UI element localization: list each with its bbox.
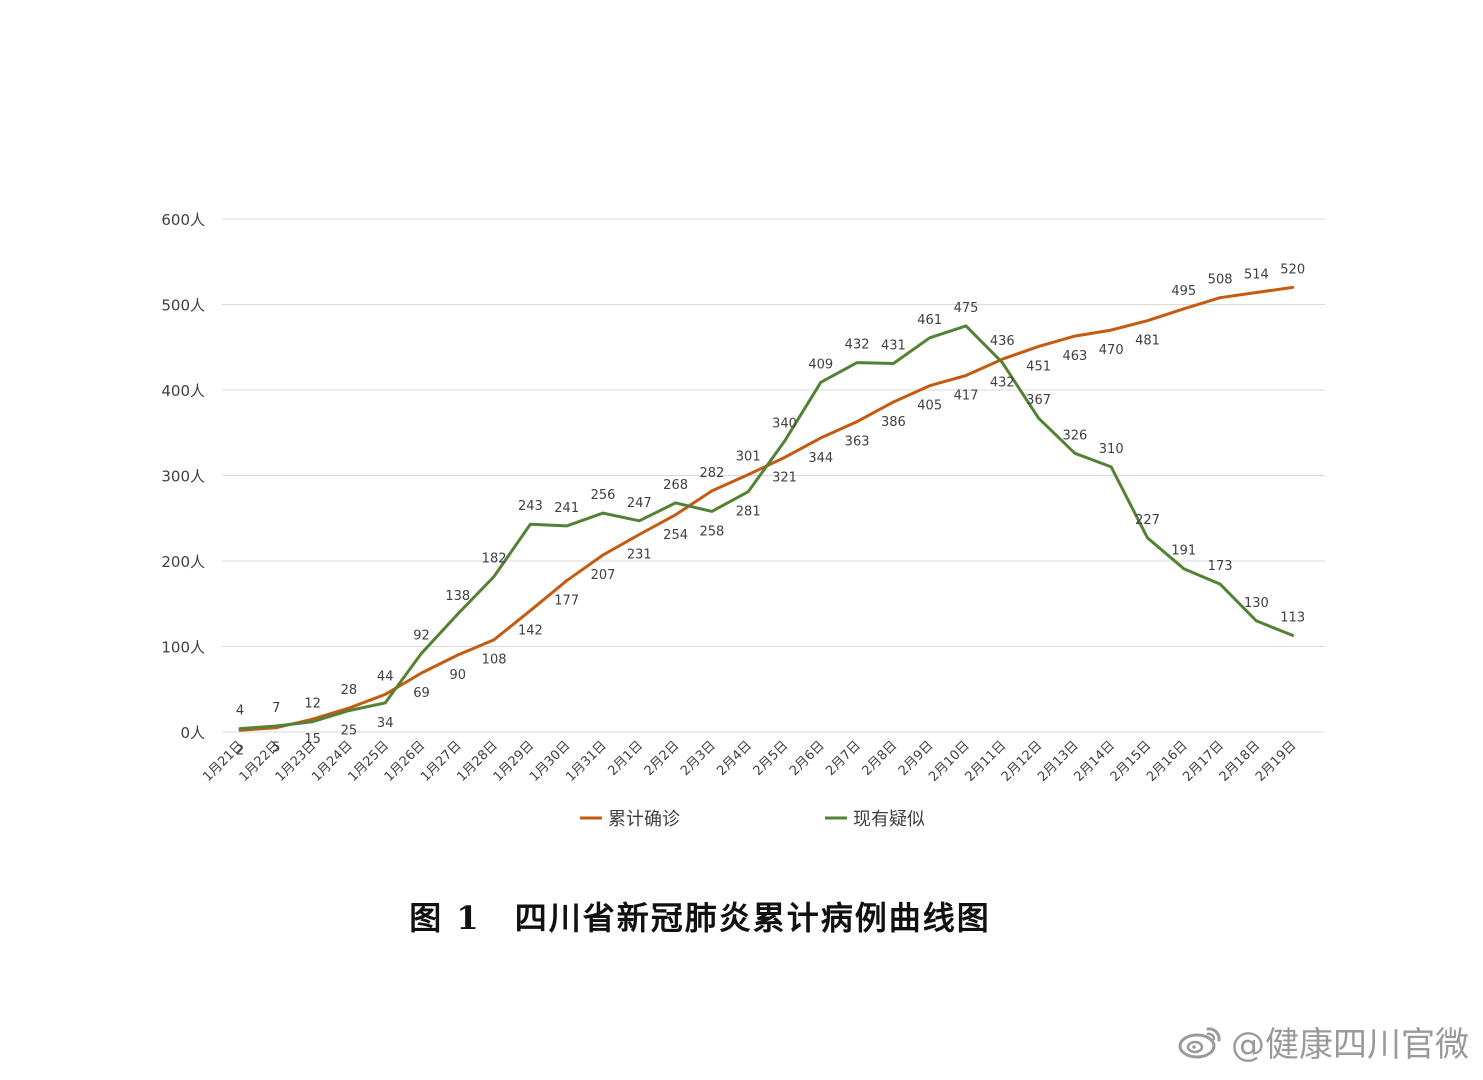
x-tick-label: 2月6日 [787,738,828,779]
data-label: 142 [518,624,543,639]
y-tick-label: 200人 [161,553,205,571]
data-label: 508 [1208,273,1233,288]
series-line-1 [238,324,1295,731]
data-label: 326 [1062,428,1087,443]
data-label: 256 [591,488,616,503]
data-label: 431 [881,338,906,353]
series-lines [238,285,1295,732]
data-label: 405 [917,399,942,414]
data-label: 310 [1099,442,1124,457]
data-label: 4 [236,704,244,719]
data-labels: 2 515284469901081421772072312542823013213… [236,262,1305,758]
data-label: 241 [554,501,579,516]
data-label: 92 [413,628,430,643]
y-tick-label: 100人 [161,639,205,657]
y-tick-label: 300人 [161,468,205,486]
watermark: @健康四川官微 [1177,1017,1469,1066]
data-label: 227 [1135,513,1160,528]
legend-label-0: 累计确诊 [608,809,680,830]
data-label: 254 [663,528,688,543]
data-label: 247 [627,496,652,511]
data-label: 514 [1244,268,1269,283]
data-label: 340 [772,416,797,431]
data-label: 177 [554,594,579,609]
data-label: 12 [304,697,321,712]
data-label: 258 [699,524,724,539]
data-label: 113 [1280,610,1305,625]
legend: 累计确诊 现有疑似 [580,809,925,830]
data-label: 281 [736,505,761,520]
data-label: 34 [377,716,394,731]
data-label: 409 [808,357,833,372]
x-tick-label: 2月3日 [678,738,719,779]
data-label: 108 [482,653,507,668]
x-tick-label: 2月8日 [860,738,901,779]
chart-caption: 图 1 四川省新冠肺炎累计病例曲线图 [409,899,991,937]
data-label: 44 [377,669,394,684]
data-label: 5 [272,741,280,756]
data-label: 69 [413,686,430,701]
data-label: 417 [954,388,979,403]
watermark-text: @健康四川官微 [1231,1025,1469,1065]
data-label: 15 [304,732,321,747]
data-label: 2 [236,743,244,758]
data-label: 386 [881,415,906,430]
data-label: 475 [954,301,979,316]
legend-label-1: 现有疑似 [853,809,925,830]
data-label: 243 [518,499,543,514]
y-tick-label: 600人 [161,211,205,229]
data-label: 321 [772,471,797,486]
y-axis-ticks: 0人 100人 200人 300人 400人 500人 600人 [161,211,205,742]
series-line-0 [238,285,1295,732]
data-label: 367 [1026,393,1051,408]
x-tick-label: 2月1日 [605,738,646,779]
data-label: 344 [808,451,833,466]
data-label: 470 [1099,343,1124,358]
grid-lines [222,218,1325,733]
data-label: 90 [450,668,467,683]
weibo-logo-icon [1178,1026,1221,1058]
y-tick-label: 0人 [180,724,205,742]
x-tick-label: 2月5日 [751,738,792,779]
data-label: 463 [1062,349,1087,364]
data-label: 138 [445,589,470,604]
data-label: 495 [1171,284,1196,299]
data-label: 7 [272,701,280,716]
data-label: 25 [341,724,358,739]
x-axis-ticks: 1月21日1月22日1月23日1月24日1月25日1月26日1月27日1月28日… [200,738,1299,785]
data-label: 231 [627,547,652,562]
data-label: 432 [845,338,870,353]
data-label: 520 [1280,262,1305,277]
data-label: 461 [917,313,942,328]
x-tick-label: 2月4日 [714,738,755,779]
data-label: 432 [990,376,1015,391]
data-label: 268 [663,478,688,493]
data-label: 191 [1171,544,1196,559]
data-label: 301 [736,450,761,465]
y-tick-label: 500人 [161,297,205,315]
data-label: 481 [1135,334,1160,349]
data-label: 451 [1026,359,1051,374]
data-label: 207 [591,568,616,583]
x-tick-label: 2月2日 [642,738,683,779]
data-label: 182 [482,551,507,566]
data-label: 173 [1208,559,1233,574]
y-tick-label: 400人 [161,382,205,400]
x-tick-label: 2月7日 [823,738,864,779]
x-tick-label: 1月31日 [563,738,610,785]
data-label: 130 [1244,596,1269,611]
data-label: 28 [341,683,358,698]
data-label: 436 [990,334,1015,349]
x-tick-label: 2月19日 [1253,738,1300,785]
data-label: 282 [699,466,724,481]
data-label: 363 [845,435,870,450]
